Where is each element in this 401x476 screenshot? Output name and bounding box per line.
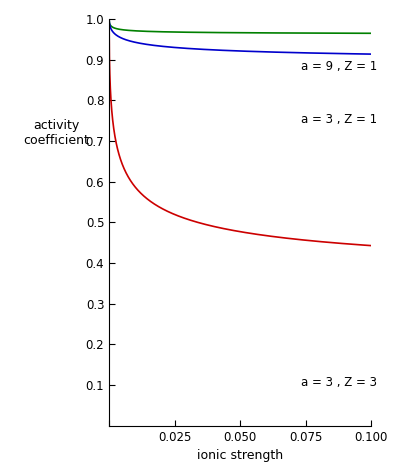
Text: a = 3 , Z = 1: a = 3 , Z = 1 xyxy=(300,113,376,126)
Text: a = 9 , Z = 1: a = 9 , Z = 1 xyxy=(300,60,376,73)
X-axis label: ionic strength: ionic strength xyxy=(197,449,283,462)
Y-axis label: activity
coefficient: activity coefficient xyxy=(24,119,89,147)
Text: a = 3 , Z = 3: a = 3 , Z = 3 xyxy=(300,376,376,389)
